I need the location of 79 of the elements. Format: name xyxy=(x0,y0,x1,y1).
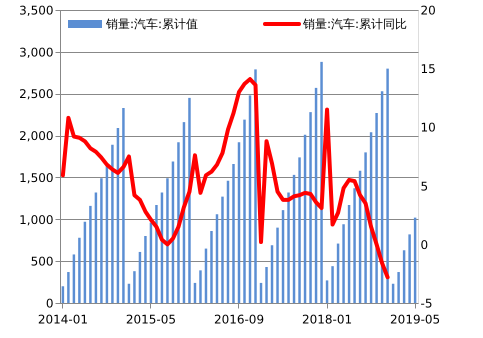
y-tick-label: 2,500 xyxy=(19,87,54,102)
y-tick-label: 2,000 xyxy=(19,129,54,144)
bar xyxy=(402,250,406,303)
bar xyxy=(358,170,362,303)
bar xyxy=(309,112,312,303)
bar xyxy=(155,205,158,303)
bar xyxy=(67,272,70,303)
bar xyxy=(260,282,262,303)
x-tick-label: 2016-09 xyxy=(214,312,264,326)
bar xyxy=(62,286,64,303)
y2-tick-label: 0 xyxy=(420,238,428,252)
bar xyxy=(314,88,318,303)
bar xyxy=(188,98,191,303)
bar xyxy=(122,108,125,303)
y2-tick-label: 10 xyxy=(420,120,436,135)
bar xyxy=(270,245,274,303)
bar xyxy=(150,222,152,303)
bar xyxy=(94,192,98,303)
bar xyxy=(194,282,196,303)
bar xyxy=(116,128,120,303)
bar xyxy=(133,271,136,303)
bar xyxy=(348,205,350,303)
bar xyxy=(364,152,367,303)
bar xyxy=(72,254,76,303)
bar xyxy=(177,142,180,303)
y-tick-label: 3,500 xyxy=(19,4,54,18)
y2-tick-label: 5 xyxy=(420,179,428,194)
bar xyxy=(414,218,416,303)
x-tick-label: 2019-05 xyxy=(390,312,440,326)
bar xyxy=(370,132,372,303)
bar xyxy=(353,188,356,303)
bar xyxy=(78,238,81,303)
y2-tick-label: 20 xyxy=(420,4,436,18)
legend-label: 销量:汽车:累计值 xyxy=(105,17,198,31)
y-tick-label: 500 xyxy=(30,254,54,269)
bar xyxy=(375,112,378,303)
bar xyxy=(298,157,301,303)
y-tick-label: 1,500 xyxy=(19,170,54,185)
bar xyxy=(89,206,92,303)
bar xyxy=(128,284,130,303)
bar xyxy=(144,236,147,303)
bar xyxy=(166,178,169,303)
y-tick-label: 1,000 xyxy=(19,212,54,227)
bar xyxy=(199,270,202,303)
x-tick-label: 2018-01 xyxy=(302,312,352,326)
bar xyxy=(292,174,296,303)
bar xyxy=(216,214,218,303)
bar xyxy=(342,224,345,303)
y2-tick-label: -5 xyxy=(420,296,432,310)
bar xyxy=(282,210,284,303)
x-tick-label: 2014-01 xyxy=(38,312,88,326)
bar xyxy=(84,222,86,303)
bar xyxy=(160,192,164,303)
bar xyxy=(380,91,384,303)
x-tick-label: 2015-05 xyxy=(126,312,176,326)
bar xyxy=(326,280,328,303)
bar xyxy=(265,267,268,303)
y2-tick-label: 15 xyxy=(420,62,436,76)
bar xyxy=(392,284,394,303)
legend-label: 销量:汽车:累计同比 xyxy=(302,17,408,31)
bar xyxy=(287,192,290,303)
bar xyxy=(304,134,306,303)
bar xyxy=(204,248,208,303)
bar xyxy=(331,266,334,303)
line-series xyxy=(60,77,390,280)
bar xyxy=(111,144,114,303)
y-tick-label: 0 xyxy=(46,296,54,310)
bar xyxy=(182,122,186,303)
bar xyxy=(172,162,174,303)
bar xyxy=(397,272,400,303)
bar xyxy=(100,178,103,303)
bar xyxy=(138,252,142,303)
bar xyxy=(386,68,389,303)
bar xyxy=(408,234,411,303)
y-tick-label: 3,000 xyxy=(19,45,54,60)
bar xyxy=(210,231,213,303)
bar xyxy=(106,166,108,303)
bar xyxy=(336,244,340,303)
bar xyxy=(276,228,279,303)
